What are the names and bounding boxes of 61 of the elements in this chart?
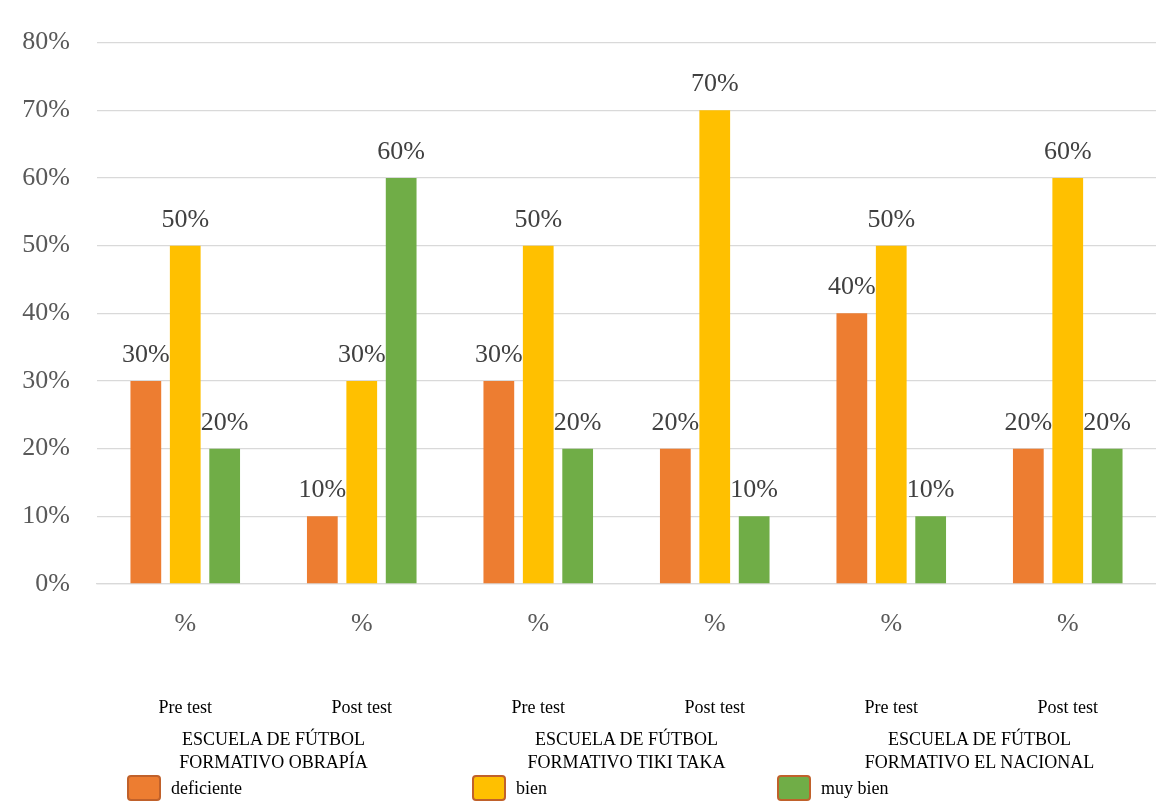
y-tick-label: 80% [22, 26, 70, 56]
data-label: 30% [337, 338, 386, 368]
data-label: 10% [906, 474, 955, 504]
y-tick-label: 10% [22, 500, 70, 530]
x-tick-label: % [880, 608, 903, 638]
bar [915, 516, 947, 584]
x-tick-label: % [174, 608, 197, 638]
data-label: 20% [651, 406, 700, 436]
x-tick-label: % [350, 608, 373, 638]
bar [209, 448, 241, 584]
bar [836, 313, 868, 584]
x-tick-label: % [703, 608, 726, 638]
bar [699, 110, 731, 584]
legend-label: deficiente [171, 777, 242, 799]
text: ESCUELA DE FÚTBOL FORMATIVO EL NACIONAL [864, 727, 1095, 772]
bar [306, 516, 338, 584]
bar [1052, 177, 1084, 584]
bar [1091, 448, 1123, 584]
y-tick-label: 60% [22, 161, 70, 191]
y-tick-label: 40% [22, 297, 70, 327]
bar [875, 245, 907, 584]
data-label: 60% [377, 135, 425, 165]
bar [1012, 448, 1044, 584]
bar [738, 516, 770, 584]
text: Pre test [158, 696, 212, 717]
data-label: 50% [514, 203, 563, 233]
x-tick-label: % [1056, 608, 1079, 638]
legend-label: bien [515, 777, 547, 799]
legend-label: muy bien [820, 777, 889, 799]
y-tick-label: 30% [22, 364, 70, 394]
bar [385, 177, 417, 584]
data-label: 30% [475, 338, 523, 368]
text: Post test [684, 696, 746, 717]
bar [346, 380, 378, 584]
text: Pre test [864, 696, 918, 717]
bar [659, 448, 691, 584]
data-label: 20% [1004, 406, 1053, 436]
data-label: 50% [867, 203, 916, 233]
data-label: 20% [553, 406, 602, 436]
x-tick-label: % [527, 608, 550, 638]
data-label: 20% [200, 406, 249, 436]
bar [483, 380, 515, 584]
y-tick-label: 70% [22, 94, 70, 124]
text: Post test [331, 696, 393, 717]
text: Pre test [511, 696, 565, 717]
y-tick-label: 20% [22, 432, 70, 462]
data-label: 20% [1083, 406, 1131, 436]
data-label: 10% [730, 474, 778, 504]
y-tick-label: 0% [35, 567, 70, 597]
data-label: 30% [122, 338, 170, 368]
bar [522, 245, 554, 584]
data-label: 40% [828, 271, 876, 301]
text: Post test [1037, 696, 1099, 717]
y-tick-label: 50% [22, 229, 70, 259]
data-label: 50% [161, 203, 210, 233]
data-label: 70% [690, 68, 739, 98]
bar [562, 448, 594, 584]
data-label: 60% [1043, 135, 1092, 165]
bar [130, 380, 162, 584]
data-label: 10% [298, 474, 347, 504]
bar [169, 245, 201, 584]
